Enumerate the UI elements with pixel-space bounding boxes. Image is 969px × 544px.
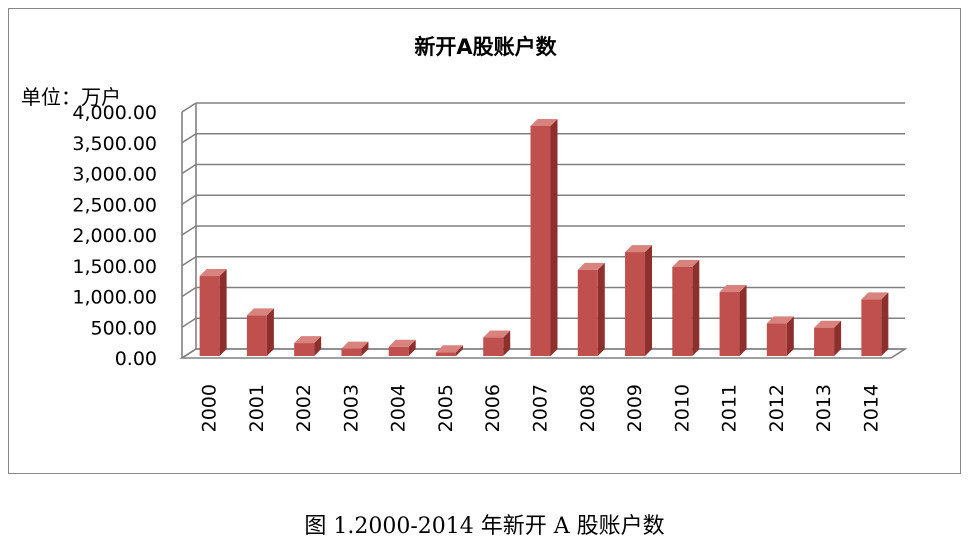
- bar-side: [739, 285, 747, 356]
- bar: [719, 292, 740, 356]
- bar-top: [483, 330, 511, 338]
- x-tick-label: 2009: [624, 384, 646, 432]
- bar-top: [861, 292, 889, 300]
- y-tick-label: 1,500.00: [72, 256, 157, 278]
- bar-top: [294, 336, 322, 344]
- x-tick-label: 2000: [199, 384, 221, 432]
- x-tick-label: 2013: [813, 384, 835, 432]
- bar-top: [625, 245, 653, 253]
- bar-side: [455, 345, 463, 356]
- bar: [625, 252, 646, 356]
- y-tick-label: 2,000.00: [72, 225, 157, 247]
- unit-label: 单位：万户: [21, 85, 121, 109]
- x-tick-label: 2012: [766, 384, 788, 432]
- x-tick-label: 2001: [246, 384, 268, 432]
- figure-caption: 图 1.2000-2014 年新开 A 股账户数: [304, 514, 665, 539]
- gridline-depth: [181, 225, 197, 236]
- bar-side: [266, 308, 274, 356]
- gridline-depth: [181, 317, 197, 328]
- bar-side: [314, 336, 322, 356]
- x-tick-label: 2006: [482, 384, 504, 432]
- y-tick-label: 2,500.00: [72, 194, 157, 216]
- gridline-depth: [181, 194, 197, 205]
- y-tick-label: 4,000.00: [72, 102, 157, 124]
- y-tick-label: 0.00: [115, 348, 157, 370]
- y-tick-label: 1,000.00: [72, 287, 157, 309]
- bar: [341, 348, 362, 356]
- bar-side: [834, 320, 842, 356]
- bar-side: [597, 262, 605, 356]
- bar-top: [530, 118, 558, 126]
- bar: [483, 337, 504, 356]
- chart-title: 新开A股账户数: [414, 35, 557, 59]
- bar-side: [786, 316, 794, 356]
- bar: [766, 323, 787, 356]
- gridline-depth: [181, 256, 197, 267]
- x-tick-label: 2003: [340, 384, 362, 432]
- bar: [199, 276, 220, 356]
- bar-side: [219, 269, 227, 356]
- bar-side: [550, 118, 558, 357]
- bar: [294, 343, 315, 356]
- bar: [388, 346, 409, 356]
- bar: [814, 327, 835, 356]
- bar-top: [719, 285, 747, 293]
- x-tick-label: 2002: [293, 384, 315, 432]
- x-tick-label: 2014: [860, 384, 882, 432]
- x-tick-label: 2008: [577, 384, 599, 432]
- bar-side: [361, 341, 369, 356]
- bar: [246, 315, 267, 356]
- bar-top: [672, 259, 700, 267]
- bar: [861, 299, 882, 356]
- x-tick-label: 2010: [671, 384, 693, 432]
- bar-top: [766, 316, 794, 324]
- bar-top: [246, 308, 274, 316]
- y-tick-label: 500.00: [91, 317, 157, 339]
- bar-side: [692, 259, 700, 356]
- x-tick-label: 2007: [530, 384, 552, 432]
- x-tick-label: 2004: [388, 384, 410, 432]
- bar-side: [881, 292, 889, 356]
- x-tick-label: 2005: [435, 384, 457, 432]
- y-tick-label: 3,500.00: [72, 133, 157, 155]
- bar-side: [408, 339, 416, 356]
- gridline-depth: [181, 286, 197, 298]
- gridline-depth: [181, 163, 197, 175]
- bar-top: [577, 262, 605, 270]
- bar: [435, 352, 456, 356]
- bar-top: [388, 339, 416, 347]
- floor: [179, 348, 908, 359]
- bar-top: [435, 345, 463, 353]
- gridline-depth: [181, 133, 197, 144]
- bar: [577, 269, 598, 356]
- bar-side: [645, 245, 653, 356]
- bar-side: [503, 330, 511, 356]
- x-tick-label: 2011: [719, 384, 741, 432]
- chart-frame: 新开A股账户数 单位：万户: [8, 8, 961, 474]
- bar: [672, 266, 693, 356]
- bar-top: [199, 269, 227, 277]
- gridline-depth: [181, 102, 197, 113]
- bar-top: [814, 320, 842, 328]
- bar-top: [341, 341, 369, 349]
- y-tick-label: 3,000.00: [72, 164, 157, 186]
- bar: [530, 125, 551, 357]
